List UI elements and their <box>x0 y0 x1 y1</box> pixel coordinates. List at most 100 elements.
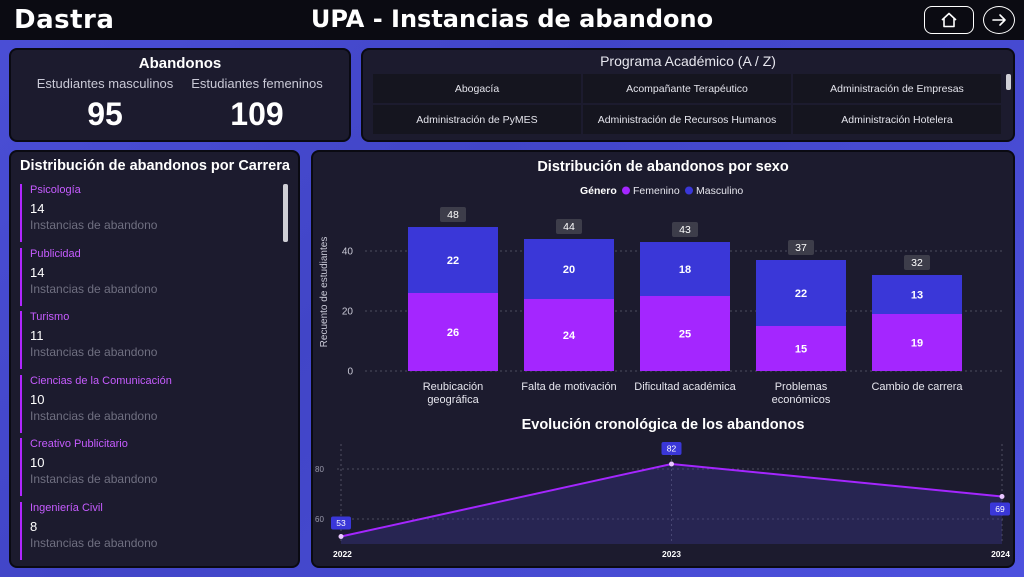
career-sub-label: Instancias de abandono <box>30 281 158 296</box>
bar-category-label: geográfica <box>427 394 479 406</box>
program-scrollbar[interactable] <box>1006 74 1011 90</box>
line-point <box>669 461 674 467</box>
program-option[interactable]: Administración de PyMES <box>373 105 581 134</box>
bar-masculino <box>756 260 846 326</box>
bar-masculino <box>640 242 730 296</box>
bar-total-badge <box>904 255 930 270</box>
charts-canvas: Distribución de abandonos por sexo Género… <box>315 159 1010 559</box>
program-option[interactable]: Acompañante Terapéutico <box>583 74 791 103</box>
career-item[interactable]: Publicidad 14 Instancias de abandono <box>20 247 270 306</box>
bar-category-label: Cambio de carrera <box>871 381 963 393</box>
career-item[interactable]: Psicología 14 Instancias de abandono <box>20 184 270 242</box>
career-count: 10 <box>30 455 45 470</box>
bar-total-badge <box>788 240 814 255</box>
bar-label-femenino: 15 <box>795 344 807 356</box>
bar-category-label: Dificultad académica <box>634 381 736 393</box>
career-sub-label: Instancias de abandono <box>30 472 158 486</box>
line-value-badge <box>331 516 351 530</box>
bar-total-label: 37 <box>795 242 807 254</box>
home-icon <box>941 12 957 28</box>
program-option[interactable]: Administración de Recursos Humanos <box>583 105 791 134</box>
bar-y-tick: 20 <box>342 307 354 318</box>
top-bar: Dastra UPA - Instancias de abandono <box>0 0 1024 40</box>
kpi-title: Abandonos <box>138 55 222 72</box>
program-option[interactable]: Administración de Empresas <box>793 74 1001 103</box>
legend-title: Género <box>580 185 617 197</box>
next-button[interactable] <box>983 6 1015 34</box>
line-value-label: 82 <box>667 444 677 454</box>
bar-total-badge <box>556 219 582 234</box>
kpi-panel: Abandonos Estudiantes masculinos 95 Estu… <box>9 48 351 142</box>
male-label: Estudiantes masculinos <box>36 76 174 91</box>
male-value: 95 <box>87 96 123 132</box>
bar-total-label: 43 <box>679 224 691 236</box>
line-value-badge <box>661 442 682 455</box>
bar-total-label: 48 <box>447 209 459 221</box>
bar-masculino <box>408 227 498 293</box>
career-name: Ingeniería Civil <box>30 501 103 514</box>
program-slicer-title: Programa Académico (A / Z) <box>600 53 776 69</box>
career-name: Creativo Publicitario <box>30 438 128 450</box>
bar-label-femenino: 24 <box>563 330 576 342</box>
line-value-label: 53 <box>336 518 346 528</box>
career-name: Psicología <box>30 184 81 196</box>
line-x-tick: 2024 <box>991 549 1010 559</box>
bar-category-label: Problemas <box>775 381 828 393</box>
line-point <box>999 494 1005 499</box>
career-sub-label: Instancias de abandono <box>30 408 158 423</box>
careers-panel: Distribución de abandonos por Carrera Ps… <box>9 150 300 568</box>
female-value: 109 <box>230 96 284 132</box>
home-button[interactable] <box>924 6 974 34</box>
brand-logo: Dastra <box>14 5 115 35</box>
program-option[interactable]: Abogacía <box>373 74 581 103</box>
bar-total-label: 32 <box>911 257 923 269</box>
career-item[interactable]: Creativo Publicitario 10 Instancias de aba… <box>20 438 270 496</box>
bar-total-badge <box>440 207 466 222</box>
career-name: Publicidad <box>30 247 81 260</box>
career-sub-label: Instancias de abandono <box>30 535 158 550</box>
bar-y-tick: 40 <box>342 247 354 258</box>
bar-label-femenino: 19 <box>911 338 923 350</box>
line-point <box>338 534 344 539</box>
page-title: UPA - Instancias de abandono <box>310 5 714 33</box>
careers-title: Distribución de abandonos por Carrera <box>20 158 290 174</box>
career-sub-label: Instancias de abandono <box>30 218 158 232</box>
career-item[interactable]: Turismo 11 Instancias de abandono <box>20 311 270 369</box>
program-option[interactable]: Administración Hotelera <box>793 105 1001 134</box>
career-name: Turismo <box>30 311 70 323</box>
career-item[interactable]: Ciencias de la Comunicación 10 Instancias … <box>20 374 270 433</box>
bar-category-label: Reubicación <box>423 381 484 393</box>
career-name: Ciencias de la Comunicación <box>30 374 172 387</box>
career-count: 14 <box>30 264 45 280</box>
line-value-badge <box>990 502 1010 516</box>
arrow-right-icon <box>992 14 1006 26</box>
bar-femenino <box>408 293 498 371</box>
bar-femenino <box>524 299 614 371</box>
career-count: 11 <box>30 328 44 343</box>
charts-panel: Distribución de abandonos por sexo Género… <box>311 150 1015 568</box>
bar-label-masculino: 20 <box>563 264 575 276</box>
bar-femenino <box>640 296 730 371</box>
career-count: 10 <box>30 391 45 407</box>
bar-masculino <box>872 275 962 314</box>
legend-marker-masculino <box>685 186 693 195</box>
line-area <box>341 464 1002 544</box>
bar-label-femenino: 25 <box>679 329 691 341</box>
bar-masculino <box>524 239 614 299</box>
program-grid: Abogacía Acompañante Terapéutico Administr… <box>373 74 1001 134</box>
bar-label-masculino: 22 <box>447 255 459 267</box>
line-y-tick: 60 <box>315 515 324 524</box>
careers-scrollbar[interactable] <box>283 184 288 242</box>
bar-femenino <box>756 326 846 371</box>
bar-category-label: Falta de motivación <box>521 381 616 393</box>
career-item[interactable]: Ingeniería Civil 8 Instancias de abandono <box>20 501 270 560</box>
program-slicer: Programa Académico (A / Z) Abogacía Acomp… <box>361 48 1015 142</box>
legend-label-femenino: Femenino <box>633 185 680 197</box>
female-label: Estudiantes femeninos <box>191 76 323 91</box>
line-chart-title: Evolución cronológica de los abandonos <box>522 417 805 433</box>
bar-femenino <box>872 314 962 371</box>
career-count: 8 <box>30 518 38 534</box>
bar-label-masculino: 13 <box>911 290 923 302</box>
career-count: 14 <box>30 201 45 216</box>
line-value-label: 69 <box>995 504 1005 514</box>
